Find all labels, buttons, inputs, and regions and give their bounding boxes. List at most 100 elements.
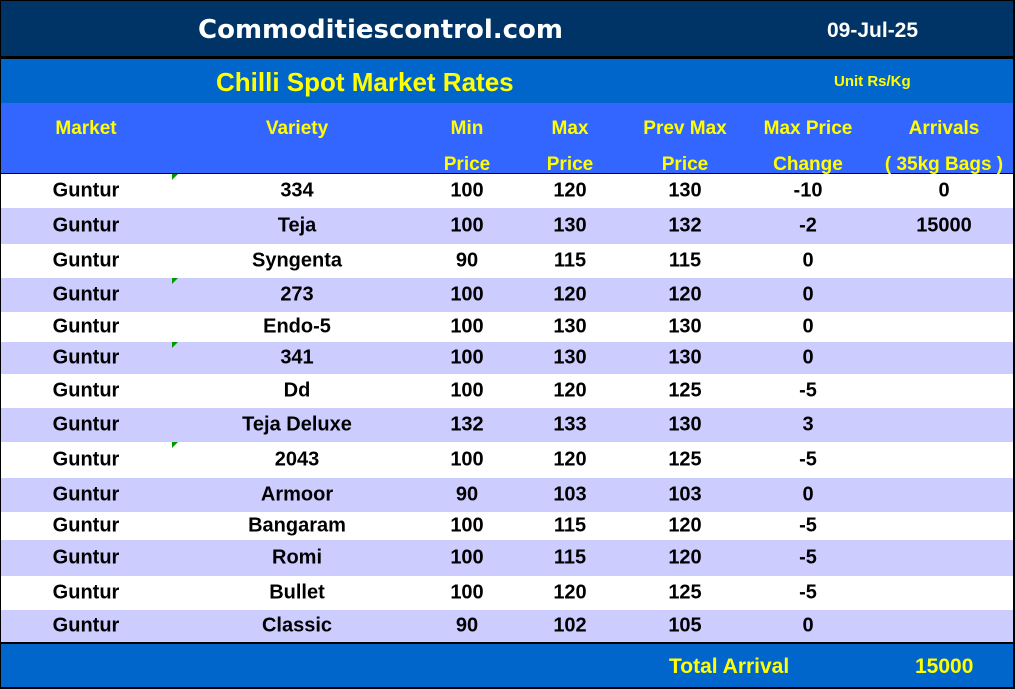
column-header-text: Price [546, 154, 594, 175]
cell-min-price: 90 [455, 614, 479, 637]
table-row: Guntur 2043 100 120 125 -5 [1, 442, 1013, 478]
cell-max-price-change: -5 [799, 581, 817, 604]
column-header-text: Max [551, 118, 589, 139]
table-row: Guntur 341 100 130 130 0 [1, 342, 1013, 374]
cell-min-price: 100 [450, 448, 484, 471]
cell-market: Guntur [52, 249, 120, 272]
cell-max-price: 115 [553, 249, 587, 272]
cell-max-price: 103 [553, 483, 587, 506]
cell-max-price-change: -2 [799, 214, 817, 237]
table-row: Guntur Classic 90 102 105 0 [1, 610, 1013, 642]
comment-marker-icon [172, 278, 178, 284]
cell-max-price-change: 0 [802, 283, 814, 306]
table-footer: Total Arrival 15000 [1, 644, 1013, 687]
column-header-text: Max Price [763, 118, 853, 139]
cell-variety: 273 [280, 283, 314, 306]
comment-marker-icon [172, 342, 178, 348]
table-body: Guntur 334 100 120 130 -10 0 Guntur Teja 100 130 13… [1, 174, 1013, 642]
cell-market: Guntur [52, 283, 120, 306]
cell-max-price-change: -10 [793, 179, 823, 202]
cell-market: Guntur [52, 546, 120, 569]
cell-prev-max-price: 132 [668, 214, 702, 237]
title-bar: Commoditiescontrol.com 09-Jul-25 [1, 1, 1013, 56]
cell-arrivals: 0 [938, 179, 950, 202]
cell-prev-max-price: 120 [668, 283, 702, 306]
cell-prev-max-price: 115 [668, 249, 702, 272]
column-header-text: Price [443, 154, 491, 175]
cell-min-price: 100 [450, 315, 484, 338]
cell-min-price: 90 [455, 249, 479, 272]
cell-variety: 341 [280, 346, 314, 369]
cell-prev-max-price: 130 [668, 315, 702, 338]
cell-max-price-change: -5 [799, 546, 817, 569]
cell-min-price: 132 [450, 413, 484, 436]
column-header-max-price: Max Price [500, 111, 640, 183]
column-header-text: ( 35kg Bags ) [884, 154, 1004, 175]
total-arrival-value: 15000 [915, 655, 974, 678]
cell-max-price-change: 0 [802, 249, 814, 272]
cell-min-price: 100 [450, 283, 484, 306]
column-header-text: Variety [265, 118, 329, 139]
cell-max-price-change: 0 [802, 315, 814, 338]
cell-max-price-change: 0 [802, 483, 814, 506]
cell-market: Guntur [52, 379, 120, 402]
cell-variety: Dd [283, 379, 311, 402]
column-header-prev-max-price: Prev Max Price [615, 111, 755, 183]
cell-market: Guntur [52, 483, 120, 506]
cell-min-price: 100 [450, 346, 484, 369]
cell-max-price: 130 [553, 346, 587, 369]
cell-max-price-change: 0 [802, 614, 814, 637]
cell-variety: Bullet [269, 581, 325, 604]
cell-max-price-change: -5 [799, 448, 817, 471]
cell-prev-max-price: 103 [668, 483, 702, 506]
cell-market: Guntur [52, 315, 120, 338]
total-arrival-label: Total Arrival [669, 655, 790, 678]
cell-min-price: 100 [450, 546, 484, 569]
cell-min-price: 100 [450, 379, 484, 402]
table-row: Guntur Bullet 100 120 125 -5 [1, 576, 1013, 610]
comment-marker-icon [172, 174, 178, 180]
cell-market: Guntur [52, 214, 120, 237]
cell-variety: Romi [272, 546, 322, 569]
unit-label: Unit Rs/Kg [834, 73, 911, 90]
cell-market: Guntur [52, 346, 120, 369]
column-header-max-price-change: Max Price Change [738, 111, 878, 183]
cell-market: Guntur [52, 614, 120, 637]
subtitle-bar: Chilli Spot Market Rates Unit Rs/Kg [1, 59, 1013, 103]
cell-max-price: 120 [553, 179, 587, 202]
column-header-text: Arrivals [908, 118, 980, 139]
cell-variety: Endo-5 [263, 315, 331, 338]
cell-variety: Classic [261, 614, 333, 637]
cell-prev-max-price: 120 [668, 514, 702, 537]
column-header-min-price: Min Price [397, 111, 537, 183]
table-row: Guntur Bangaram 100 115 120 -5 [1, 512, 1013, 540]
cell-max-price: 115 [553, 546, 587, 569]
cell-max-price: 120 [553, 448, 587, 471]
cell-prev-max-price: 105 [668, 614, 702, 637]
table-row: Guntur Romi 100 115 120 -5 [1, 540, 1013, 576]
column-header-variety: Variety [227, 111, 367, 183]
cell-market: Guntur [52, 179, 120, 202]
cell-max-price-change: 3 [802, 413, 814, 436]
cell-variety: 2043 [274, 448, 320, 471]
cell-max-price: 130 [553, 315, 587, 338]
cell-max-price-change: -5 [799, 514, 817, 537]
cell-prev-max-price: 125 [668, 379, 702, 402]
cell-max-price: 133 [553, 413, 587, 436]
column-header-market: Market [16, 111, 156, 183]
cell-max-price: 120 [553, 379, 587, 402]
cell-market: Guntur [52, 413, 120, 436]
table-row: Guntur 334 100 120 130 -10 0 [1, 174, 1013, 208]
cell-min-price: 100 [450, 514, 484, 537]
column-header-text: Price [661, 154, 709, 175]
column-header-arrivals: Arrivals ( 35kg Bags ) [874, 111, 1014, 183]
cell-variety: Teja Deluxe [242, 413, 352, 436]
cell-variety: 334 [280, 179, 314, 202]
cell-max-price-change: -5 [799, 379, 817, 402]
cell-max-price: 102 [553, 614, 587, 637]
cell-variety: Syngenta [251, 249, 343, 272]
table-row: Guntur Endo-5 100 130 130 0 [1, 312, 1013, 342]
cell-prev-max-price: 125 [668, 581, 702, 604]
column-header-text: Market [55, 118, 117, 139]
table-row: Guntur 273 100 120 120 0 [1, 278, 1013, 312]
